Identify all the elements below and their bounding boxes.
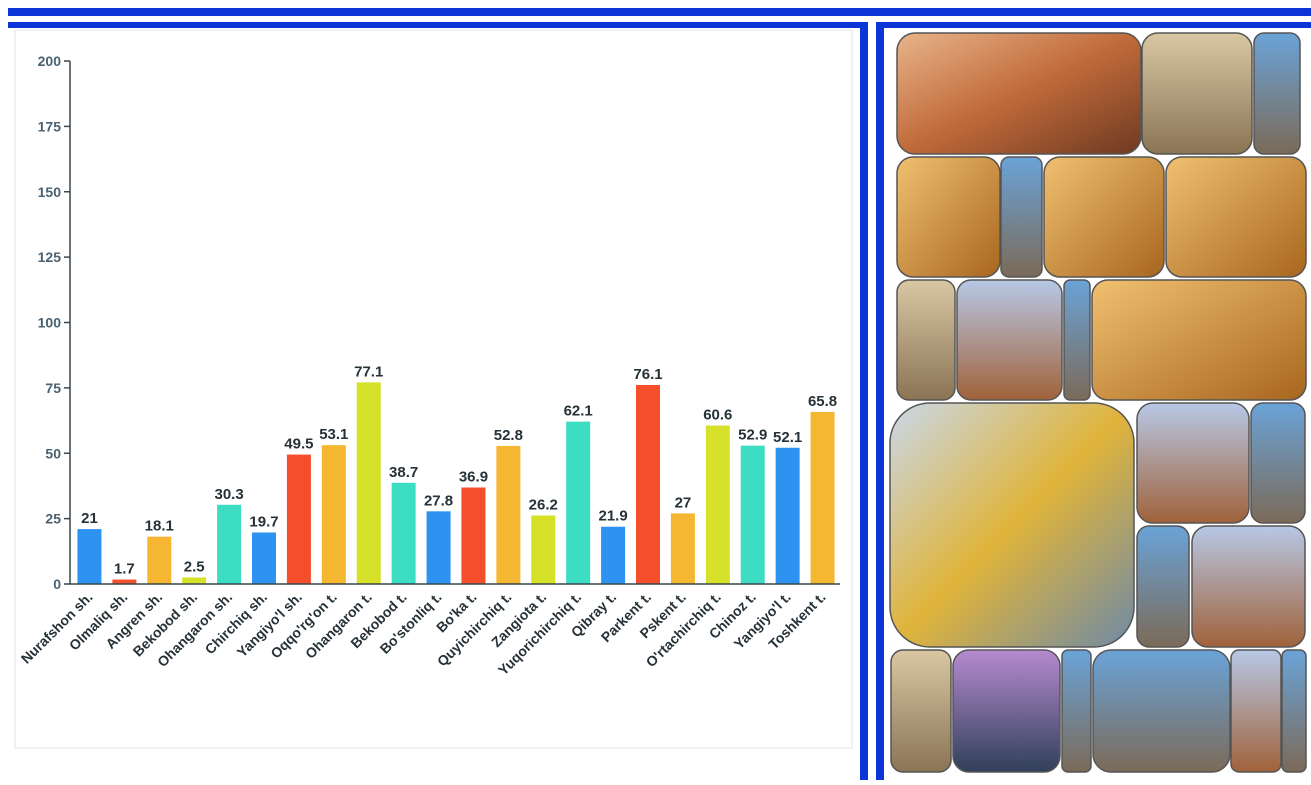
photo-collage — [889, 32, 1307, 773]
bar — [636, 384, 660, 584]
value-label: 62.1 — [564, 403, 593, 420]
value-label: 53.1 — [319, 426, 348, 443]
bar — [705, 425, 730, 584]
photo — [1063, 279, 1091, 401]
bar — [740, 445, 765, 584]
panel-border — [876, 22, 1311, 28]
bar — [531, 515, 556, 584]
top-bar — [8, 8, 1311, 16]
bar — [252, 532, 276, 584]
value-label: 38.7 — [389, 464, 418, 481]
value-label: 1.7 — [114, 561, 135, 578]
bar — [496, 445, 521, 584]
value-label: 77.1 — [354, 363, 383, 380]
photo — [956, 279, 1063, 401]
panel-border — [876, 22, 884, 780]
value-label: 19.7 — [249, 513, 278, 530]
value-label: 65.8 — [808, 393, 837, 410]
bar — [217, 504, 242, 584]
value-label: 76.1 — [633, 366, 662, 383]
y-tick-label: 150 — [38, 184, 62, 200]
value-label: 52.9 — [738, 427, 767, 444]
photo — [1136, 525, 1190, 648]
bar — [147, 536, 172, 584]
bar — [810, 411, 835, 584]
photo — [1281, 649, 1307, 773]
photo — [896, 279, 956, 401]
bar — [77, 529, 102, 584]
bar — [601, 526, 626, 584]
photo — [1136, 402, 1250, 524]
bar — [182, 577, 207, 584]
y-tick-label: 25 — [45, 511, 61, 527]
photo — [1000, 156, 1043, 278]
photo — [1250, 402, 1306, 524]
y-tick-label: 125 — [38, 249, 62, 265]
bar — [356, 382, 381, 584]
bar — [775, 447, 800, 584]
y-tick-label: 50 — [45, 445, 61, 461]
chart-panel — [14, 29, 853, 749]
value-label: 60.6 — [703, 407, 732, 424]
y-tick-label: 100 — [38, 315, 62, 331]
value-label: 36.9 — [459, 469, 488, 486]
bar — [391, 482, 416, 584]
photo — [952, 649, 1061, 773]
panel-border — [8, 22, 868, 28]
photo — [896, 156, 1001, 278]
photo — [1061, 649, 1092, 773]
y-tick-label: 200 — [38, 53, 62, 69]
value-label: 18.1 — [145, 518, 174, 535]
bar — [321, 445, 346, 584]
photo — [890, 649, 952, 773]
bar — [286, 454, 311, 584]
y-tick-label: 0 — [53, 576, 61, 592]
value-label: 30.3 — [214, 486, 243, 503]
photo — [1165, 156, 1307, 278]
bar — [566, 421, 591, 584]
bar — [426, 511, 451, 584]
bar — [670, 513, 695, 584]
y-tick-label: 175 — [38, 118, 62, 134]
value-label: 26.2 — [529, 496, 558, 513]
bar — [461, 487, 486, 584]
photo — [1230, 649, 1282, 773]
photo — [1043, 156, 1165, 278]
photo — [896, 32, 1142, 155]
y-tick-label: 75 — [45, 380, 61, 396]
photo — [1191, 525, 1306, 648]
value-label: 49.5 — [284, 436, 313, 453]
value-label: 52.1 — [773, 429, 802, 446]
value-label: 27.8 — [424, 492, 453, 509]
value-label: 27 — [675, 494, 692, 511]
value-label: 52.8 — [494, 427, 523, 444]
value-label: 21 — [81, 510, 98, 527]
value-label: 2.5 — [184, 558, 205, 575]
photo — [1141, 32, 1253, 155]
photo — [1091, 279, 1307, 401]
photo — [889, 402, 1135, 648]
panel-border — [860, 22, 868, 780]
value-label: 21.9 — [598, 508, 627, 525]
photo — [1253, 32, 1301, 155]
bar — [112, 579, 137, 584]
photo — [1092, 649, 1231, 773]
